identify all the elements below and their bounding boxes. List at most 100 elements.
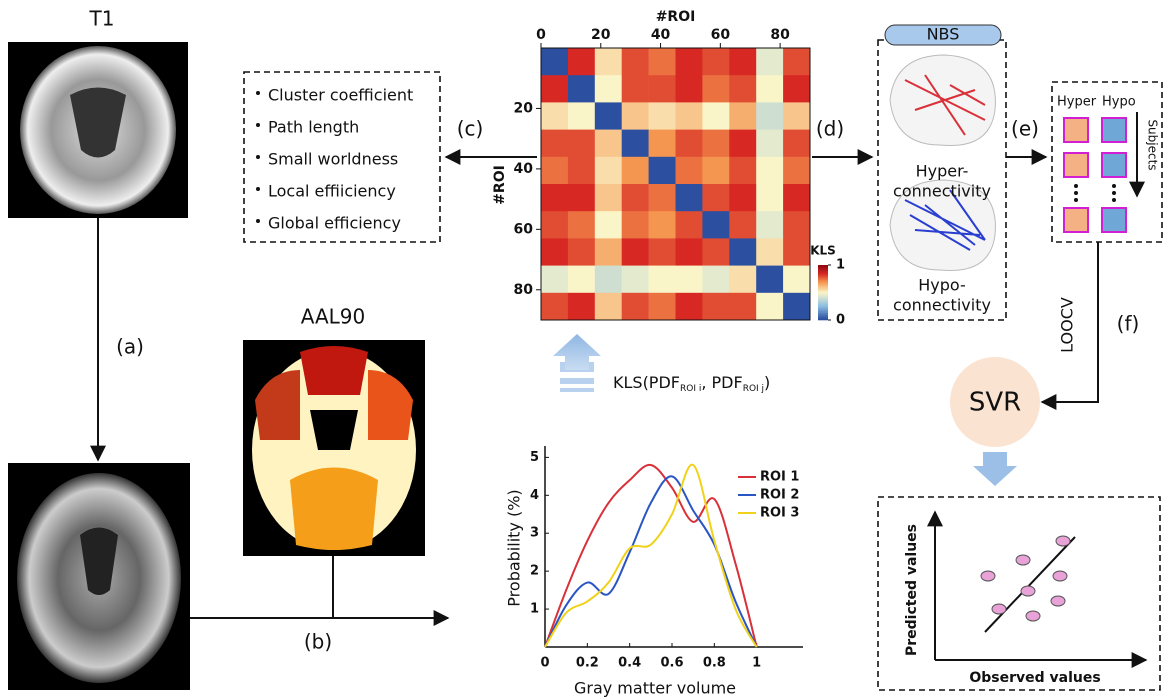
bullet — [256, 155, 260, 159]
y-tick-label: 4 — [530, 488, 539, 503]
metric-item: Cluster coefficient — [268, 86, 413, 105]
heat-cell — [783, 266, 810, 294]
heat-cell — [702, 184, 729, 212]
y-axis-label: #ROI — [492, 165, 508, 205]
y-tick-label: 2 — [530, 564, 539, 579]
hyper-header: Hyper — [1057, 95, 1097, 110]
series-line — [545, 465, 757, 647]
colorbar-label: KLS — [810, 244, 836, 258]
metric-item: Path length — [268, 118, 359, 137]
aal-occipital — [290, 468, 378, 551]
colorbar-slice — [818, 267, 828, 269]
metric-item: Local effiiciency — [268, 182, 396, 201]
heat-cell — [702, 130, 729, 158]
figure: T1 (a) AAL90 (b) Cluster coefficientPath… — [0, 0, 1165, 699]
y-tick-label: 1 — [530, 602, 539, 617]
hypo-label: Hypo- — [918, 276, 966, 295]
x-axis-label: Gray matter volume — [574, 679, 736, 698]
heat-cell — [541, 211, 568, 239]
nbs-label: NBS — [927, 25, 960, 44]
heat-cell — [756, 48, 783, 76]
heat-cell — [595, 238, 622, 266]
heat-cell — [568, 293, 595, 321]
heat-cell — [702, 211, 729, 239]
heat-cell — [702, 102, 729, 129]
heat-cell — [622, 48, 649, 76]
heat-cell — [595, 184, 622, 212]
colorbar-slice — [818, 293, 828, 295]
heat-cell — [622, 266, 649, 294]
heat-cell — [649, 130, 676, 158]
step-a: (a) — [116, 335, 144, 359]
heat-cell — [622, 238, 649, 266]
x-tick-label: 0.6 — [660, 656, 683, 671]
hypo-header: Hypo — [1102, 95, 1136, 110]
t1-label: T1 — [89, 7, 115, 31]
metric-item: Global efficiency — [268, 214, 401, 233]
heat-cell — [702, 48, 729, 76]
x-tick-label: 80 — [770, 27, 790, 43]
colorbar-slice — [818, 278, 828, 280]
heat-cell — [676, 184, 703, 212]
heat-cell — [622, 184, 649, 212]
heat-cell — [676, 238, 703, 266]
colorbar-slice — [818, 316, 828, 318]
colorbar-slice — [818, 291, 828, 293]
hypo-label: connectivity — [893, 296, 991, 315]
heat-cell — [783, 157, 810, 185]
kls-heatmap: 02040608020406080#ROI#ROIKLS01 — [492, 9, 845, 328]
hyper-square — [1064, 208, 1088, 232]
heat-cell — [649, 266, 676, 294]
heat-cell — [568, 157, 595, 185]
heat-cell — [729, 184, 756, 212]
heat-cell — [729, 238, 756, 266]
heat-cell — [756, 102, 783, 129]
heat-cell — [541, 102, 568, 129]
aal-center — [310, 410, 358, 450]
hyper-square — [1064, 118, 1088, 142]
colorbar-slice — [818, 272, 828, 274]
heat-cell — [622, 130, 649, 158]
heat-cell — [676, 48, 703, 76]
x-tick-label: 20 — [591, 27, 611, 43]
y-tick-label: 20 — [514, 100, 534, 116]
colorbar-slice — [818, 307, 828, 309]
colorbar-slice — [818, 271, 828, 273]
heat-cell — [729, 75, 756, 103]
heat-cell — [729, 48, 756, 76]
bullet — [256, 91, 260, 95]
heat-cell — [756, 184, 783, 212]
colorbar-slice — [818, 318, 828, 320]
legend-label: ROI 3 — [760, 506, 799, 521]
heat-cell — [649, 102, 676, 129]
heat-cell — [729, 266, 756, 294]
heat-cell — [622, 157, 649, 185]
heat-cell — [756, 266, 783, 294]
heat-cell — [756, 130, 783, 158]
heat-cell — [676, 102, 703, 129]
colorbar-slice — [818, 269, 828, 271]
loocv-label: LOOCV — [1058, 297, 1077, 353]
x-axis-label: Observed values — [969, 670, 1100, 686]
colorbar-slice — [818, 313, 828, 315]
heat-cell — [676, 266, 703, 294]
step-f: (f) — [1117, 312, 1140, 336]
aal-frontal — [300, 346, 368, 395]
x-tick-label: 0.8 — [703, 656, 726, 671]
heat-cell — [541, 238, 568, 266]
colorbar-tick-label: 0 — [836, 313, 845, 328]
heat-cell — [756, 157, 783, 185]
heat-cell — [756, 238, 783, 266]
heat-cell — [622, 102, 649, 129]
heat-cell — [702, 75, 729, 103]
colorbar-tick-label: 1 — [836, 258, 845, 273]
heat-cell — [622, 75, 649, 103]
y-tick-label: 60 — [514, 221, 534, 237]
colorbar-slice — [818, 309, 828, 311]
x-tick-label: 1 — [752, 656, 761, 671]
legend-label: ROI 1 — [760, 470, 799, 485]
colorbar-slice — [818, 294, 828, 296]
heat-cell — [783, 48, 810, 76]
y-tick-label: 80 — [514, 282, 534, 298]
